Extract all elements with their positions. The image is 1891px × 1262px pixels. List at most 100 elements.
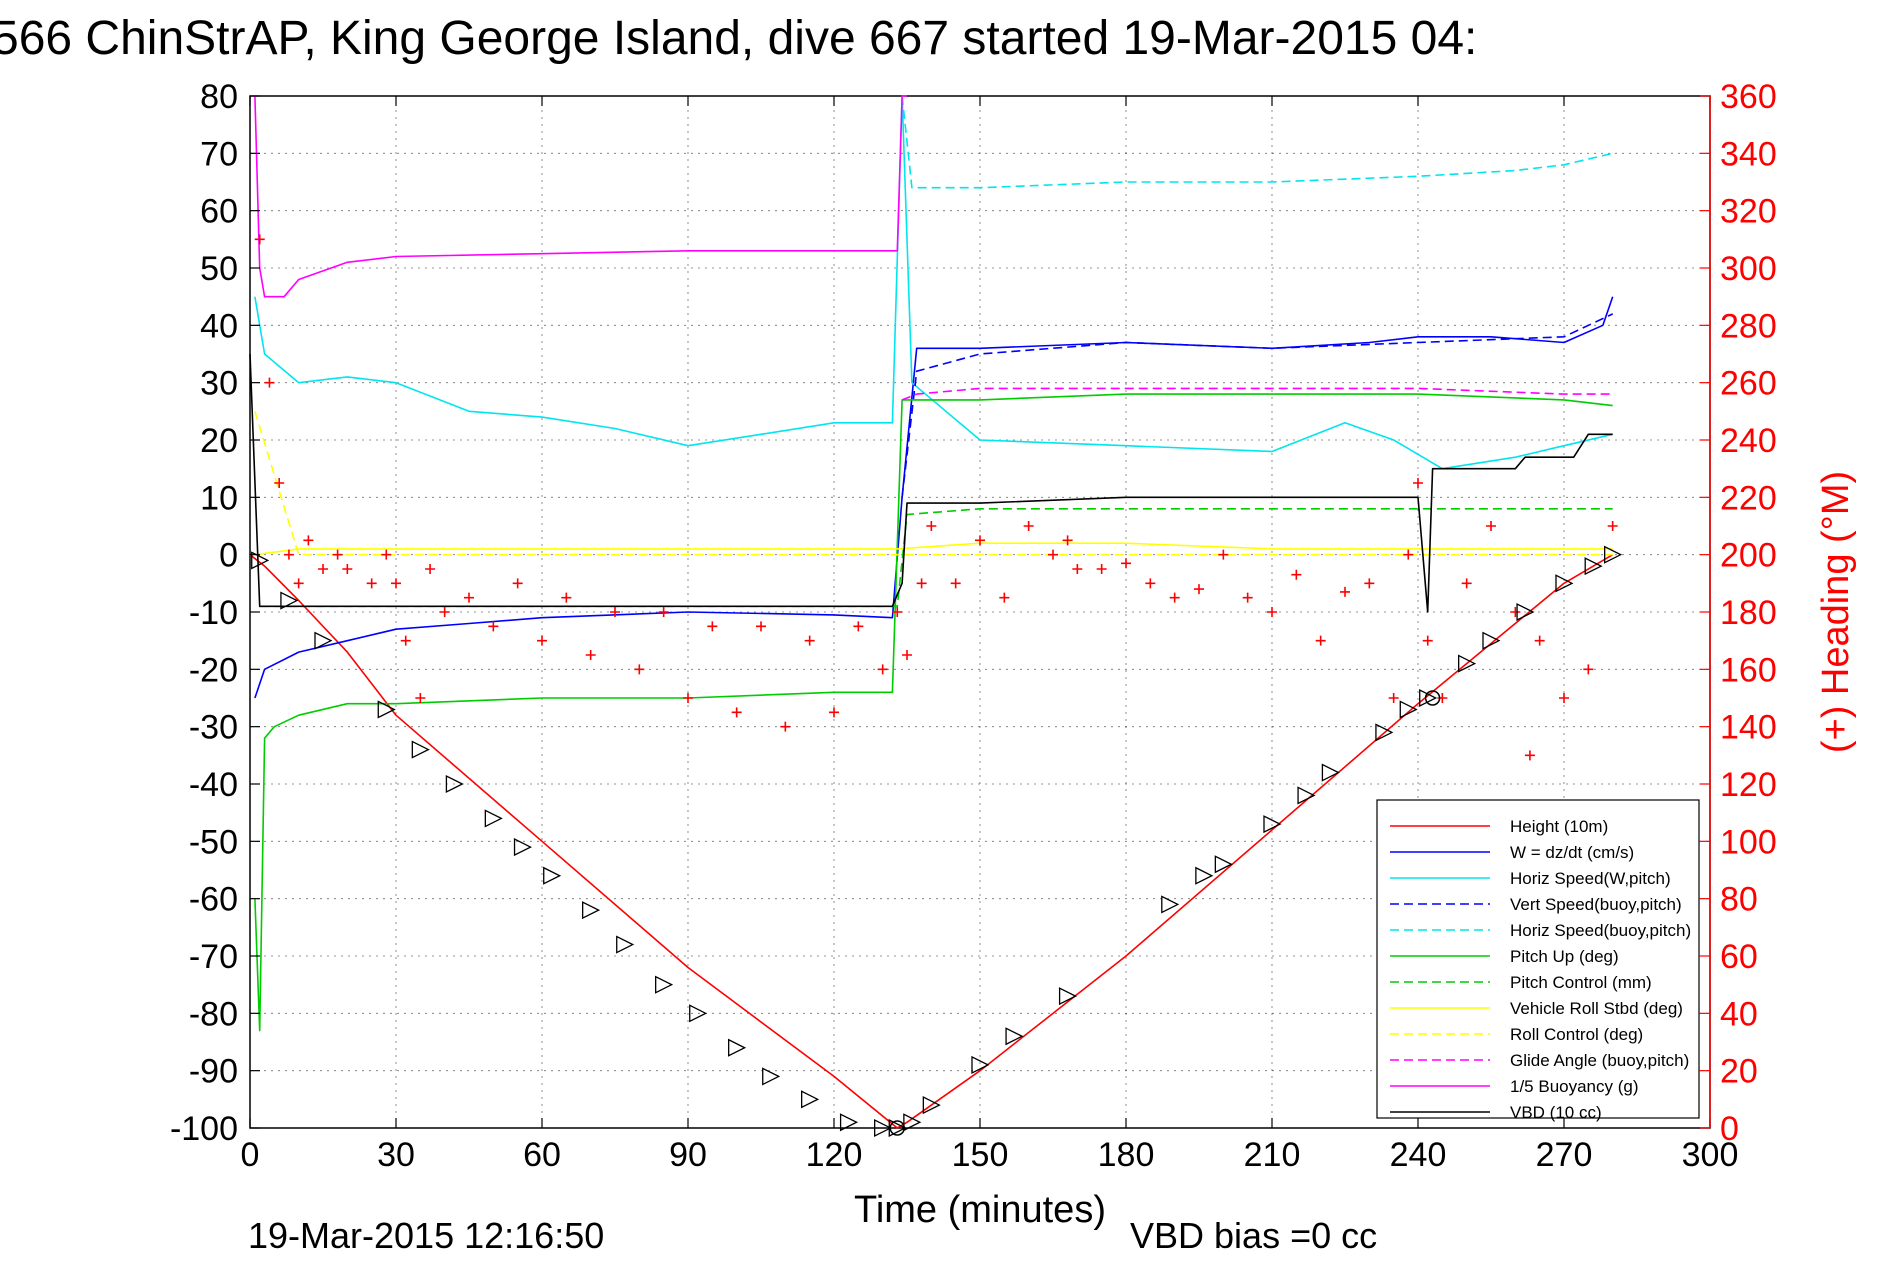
heading-marker [892,607,903,617]
footer-timestamp: 19-Mar-2015 12:16:50 [248,1215,604,1256]
heading-marker [916,578,927,589]
heading-marker [853,621,864,632]
heading-marker [303,535,314,546]
triangle-marker [513,838,532,857]
triangle-marker [1321,763,1340,782]
left-tick-label: -30 [189,709,238,747]
right-tick-label: 280 [1720,307,1777,345]
heading-marker [264,377,275,388]
heading-marker [1364,578,1375,589]
heading-marker [1096,564,1107,574]
triangle-marker [1604,545,1623,564]
triangle-marker [1399,700,1418,719]
legend-entry: Horiz Speed(buoy,pitch) [1510,921,1691,940]
x-tick-label: 180 [1098,1136,1155,1174]
triangle-marker [839,1113,859,1132]
right-axis-ticks: 3603403203002802602402202001801601401201… [1700,78,1777,1148]
heading-marker [610,607,620,617]
legend-entry: 1/5 Buoyancy (g) [1510,1077,1639,1096]
triangle-marker [251,551,270,570]
heading-marker [1510,607,1521,617]
heading-marker [634,664,645,675]
heading-marker [318,564,328,574]
legend-entry: VBD (10 cc) [1510,1103,1602,1122]
heading-marker [400,635,411,646]
x-tick-label: 210 [1244,1136,1301,1174]
left-tick-label: 80 [200,78,238,116]
triangle-marker [314,631,333,650]
heading-marker [1403,549,1414,560]
triangle-marker [1482,631,1501,650]
left-tick-label: 40 [200,307,238,345]
triangle-marker [1297,786,1316,805]
footer-vbd-bias: VBD bias =0 cc [1130,1215,1377,1256]
heading-marker [1583,664,1594,675]
right-tick-label: 200 [1720,537,1777,575]
heading-marker [975,535,985,546]
heading-marker [829,707,839,718]
heading-marker [512,578,523,589]
triangle-marker [762,1067,781,1086]
heading-marker [902,650,912,660]
right-tick-label: 180 [1720,594,1777,632]
right-tick-label: 100 [1720,823,1777,861]
right-tick-label: 80 [1720,881,1758,919]
legend-box [1376,799,1700,1119]
heading-marker [1291,569,1302,580]
series-line [249,353,1613,613]
left-tick-label: -50 [189,823,238,861]
triangle-marker [582,901,601,920]
heading-marker [683,693,693,703]
legend-entry: Vert Speed(buoy,pitch) [1510,895,1682,914]
left-tick-label: -40 [189,766,238,804]
heading-marker [1559,693,1569,703]
heading-marker [1023,521,1034,531]
heading-marker [1461,578,1472,589]
series-line [901,95,1613,189]
heading-marker [999,592,1010,603]
left-tick-label: 10 [200,479,238,517]
triangle-markers [251,545,1623,1138]
heading-marker [1072,564,1083,574]
circle-marker [889,1120,906,1136]
heading-marker [1413,478,1423,488]
heading-marker [1121,558,1131,569]
heading-markers [254,234,1618,761]
right-tick-label: 300 [1720,250,1777,288]
left-tick-label: -90 [189,1053,238,1091]
triangle-marker [377,700,396,719]
heading-marker [780,721,791,732]
legend-entry: Glide Angle (buoy,pitch) [1510,1051,1689,1070]
heading-marker [488,621,499,632]
left-tick-label: 70 [200,135,238,173]
triangle-marker [1375,723,1394,742]
heading-marker [1486,521,1496,531]
x-axis-ticks: 0 30 60 90 120 150 180 210 240 270 300 [241,96,1738,1174]
heading-marker [1048,549,1058,560]
left-tick-label: -60 [189,881,238,919]
x-tick-label: 0 [241,1136,260,1174]
heading-marker [1062,535,1073,546]
heading-marker [731,707,742,718]
heading-marker [585,650,596,660]
x-tick-label: 90 [669,1136,707,1174]
series-line [254,542,1613,556]
heading-marker [439,607,450,617]
triangle-marker [445,774,464,794]
triangle-marker [655,975,674,994]
triangle-marker [1555,574,1574,593]
right-tick-label: 0 [1720,1110,1739,1148]
x-tick-label: 30 [377,1136,415,1174]
right-tick-label: 140 [1720,709,1777,747]
heading-marker [537,635,547,646]
series-line [901,387,1613,401]
plot-area [249,95,1711,1138]
left-tick-label: 60 [200,193,238,231]
heading-marker [415,693,426,703]
heading-marker [1524,750,1535,761]
heading-marker [877,664,888,675]
triangle-marker [971,1055,990,1074]
heading-marker [391,578,401,589]
heading-marker [1169,592,1180,603]
